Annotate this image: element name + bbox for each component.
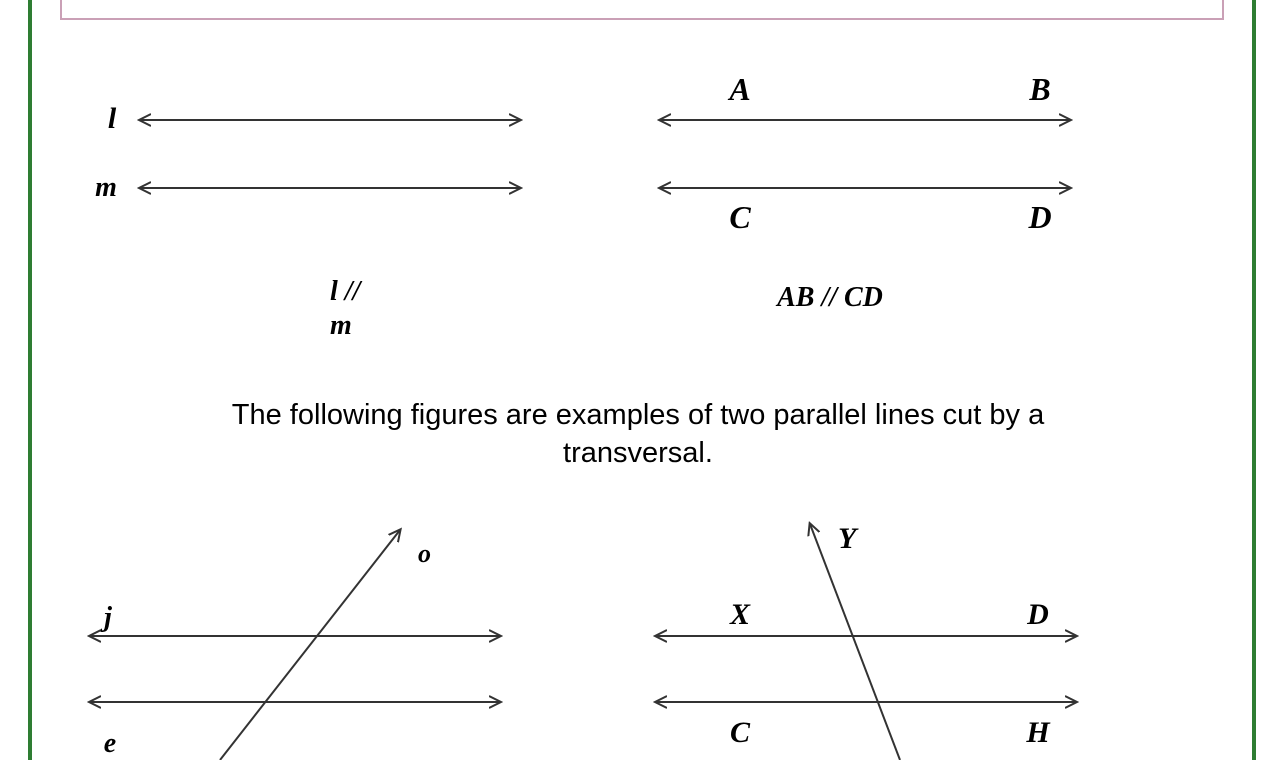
transversal-o [220, 530, 400, 760]
transversal-group-left: j e o [90, 530, 500, 760]
transversal-group-right: X Y D C H [656, 522, 1076, 760]
label-D: D [1027, 199, 1051, 235]
parallel-pair-abcd: A B C D [660, 71, 1070, 235]
diagram-canvas: l m A B C D l // m AB // CD The followin… [0, 0, 1278, 760]
label-m: m [95, 172, 117, 203]
notation-abcd: AB // CD [775, 282, 883, 313]
body-text-line1: The following figures are examples of tw… [232, 399, 1045, 431]
label-H: H [1025, 716, 1051, 749]
body-text-line2: transversal. [563, 437, 713, 469]
notation-lm-line2: m [330, 310, 352, 341]
notation-lm-line1: l // [330, 276, 363, 307]
label-o: o [418, 539, 431, 568]
label-l: l [108, 102, 117, 135]
label-B: B [1028, 71, 1050, 107]
label-e: e [104, 728, 116, 759]
label-A: A [727, 71, 750, 107]
parallel-pair-lm: l m [95, 102, 520, 203]
label-j: j [100, 602, 112, 633]
label-D2: D [1026, 598, 1049, 631]
transversal-y [810, 524, 900, 760]
label-C: C [729, 199, 751, 235]
label-X: X [729, 598, 751, 631]
label-Y: Y [838, 522, 859, 555]
label-C2: C [730, 716, 751, 749]
